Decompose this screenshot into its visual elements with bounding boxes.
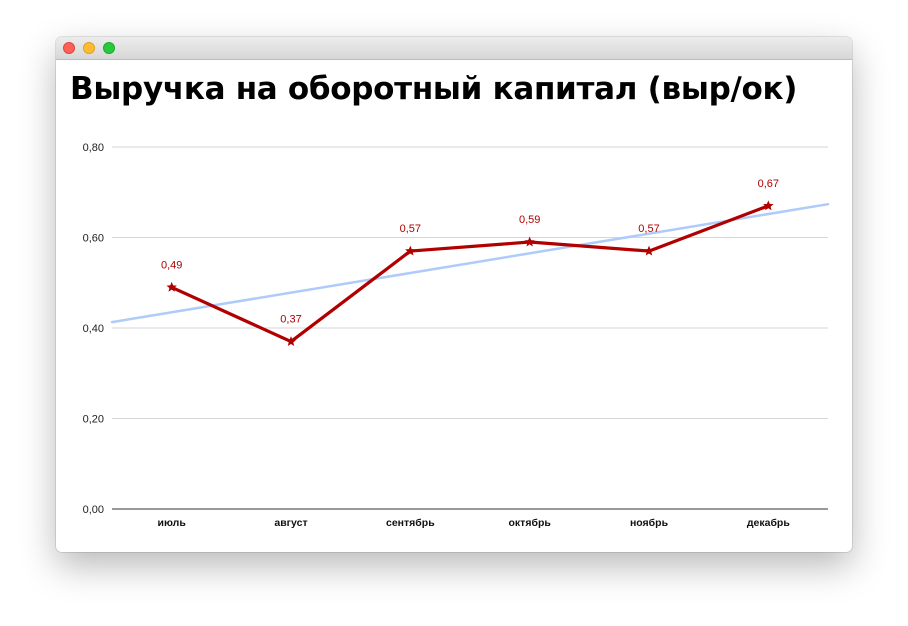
data-label: 0,57 — [638, 223, 659, 235]
trendline — [110, 202, 830, 324]
window-titlebar — [56, 37, 852, 60]
x-tick-label: октябрь — [509, 517, 552, 529]
maximize-window-button[interactable] — [103, 42, 115, 54]
y-tick-label: 0,00 — [83, 504, 104, 516]
data-point-marker — [166, 281, 177, 292]
x-tick-label: сентябрь — [386, 517, 435, 529]
data-point-marker — [285, 336, 297, 347]
data-point-marker — [763, 200, 774, 211]
data-label: 0,67 — [758, 178, 779, 190]
data-point-marker — [643, 245, 655, 256]
data-point-marker — [405, 245, 416, 256]
chart-title: Выручка на оборотный капитал (выр/ок) — [70, 71, 798, 107]
x-tick-label: ноябрь — [630, 517, 669, 529]
data-label: 0,37 — [280, 314, 301, 326]
close-window-button[interactable] — [63, 42, 75, 54]
minimize-window-button[interactable] — [83, 42, 95, 54]
x-tick-label: июль — [158, 517, 187, 529]
y-tick-label: 0,40 — [83, 323, 104, 335]
series-line — [170, 204, 770, 344]
line-chart: 0,00 0,20 0,40 0,60 0,80 июль август сентябрь ок… — [83, 142, 830, 529]
y-tick-label: 0,20 — [83, 414, 104, 426]
y-tick-label: 0,80 — [83, 142, 104, 154]
x-tick-label: декабрь — [747, 517, 790, 529]
y-tick-label: 0,60 — [83, 233, 104, 245]
data-label: 0,57 — [400, 223, 421, 235]
data-point-marker — [524, 236, 535, 247]
x-tick-label: август — [274, 517, 307, 529]
app-window: Выручка на оборотный капитал (выр/ок) 0,… — [56, 37, 852, 552]
data-label: 0,59 — [519, 214, 540, 226]
data-label: 0,49 — [161, 259, 182, 271]
